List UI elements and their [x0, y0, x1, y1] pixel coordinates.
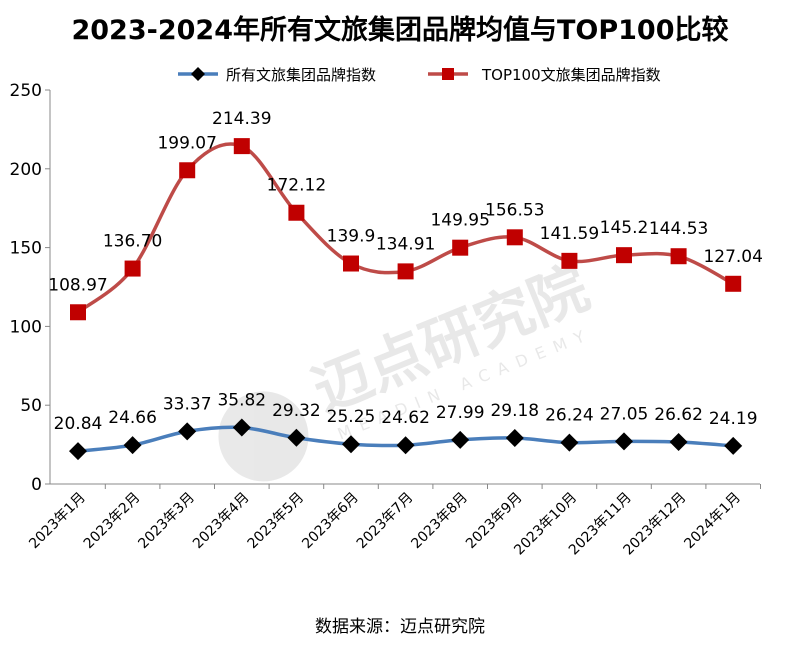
data-label: 24.19: [709, 409, 758, 429]
data-point-square: [397, 263, 414, 280]
data-point-square: [616, 247, 632, 264]
data-point-diamond: [232, 418, 251, 437]
x-tick-label: 2023年6月: [299, 490, 362, 553]
data-label: 199.07: [157, 133, 216, 153]
data-label: 149.95: [430, 211, 489, 231]
data-label: 144.53: [649, 219, 708, 239]
y-tick-label: 100: [10, 317, 42, 337]
data-label: 33.37: [163, 394, 212, 414]
data-label: 214.39: [212, 109, 271, 129]
data-label: 27.99: [436, 403, 485, 423]
data-label: 156.53: [485, 200, 544, 220]
data-point-diamond: [69, 442, 87, 461]
x-tick-label: 2024年1月: [681, 490, 744, 553]
source-note: 数据来源：迈点研究院: [315, 617, 485, 637]
legend-square-icon: [442, 68, 454, 80]
data-label: 127.04: [703, 247, 762, 267]
x-tick-label: 2023年2月: [81, 490, 144, 553]
data-label: 27.05: [600, 404, 649, 424]
data-label: 24.62: [381, 408, 430, 428]
data-label: 29.18: [490, 401, 539, 421]
data-label: 172.12: [267, 176, 326, 196]
data-point-diamond: [287, 428, 306, 447]
y-tick-label: 250: [10, 81, 42, 101]
data-point-diamond: [178, 422, 197, 441]
data-point-square: [124, 260, 141, 277]
data-point-diamond: [615, 432, 633, 451]
chart-title: 2023-2024年所有文旅集团品牌均值与TOP100比较: [71, 15, 729, 46]
data-label: 108.97: [48, 275, 107, 295]
data-point-square: [506, 229, 523, 246]
data-label: 139.9: [327, 227, 376, 247]
x-tick-label: 2023年8月: [408, 490, 471, 553]
x-tick-label: 2023年3月: [135, 490, 198, 553]
data-label: 26.24: [545, 406, 594, 426]
data-label: 29.32: [272, 401, 321, 421]
data-point-square: [70, 304, 86, 321]
data-label: 25.25: [327, 407, 376, 427]
data-label: 35.82: [217, 391, 266, 411]
y-tick-label: 200: [10, 160, 42, 180]
data-label: 20.84: [54, 414, 103, 434]
data-label: 145.2: [600, 218, 649, 238]
watermark-logo-icon: [218, 391, 309, 482]
data-label: 24.66: [108, 408, 157, 428]
legend-label: 所有文旅集团品牌指数: [226, 66, 376, 84]
data-point-square: [233, 138, 250, 155]
y-tick-label: 150: [10, 239, 42, 259]
data-label: 134.91: [376, 234, 435, 254]
data-point-diamond: [342, 435, 360, 454]
y-tick-label: 0: [31, 475, 42, 495]
data-point-diamond: [451, 430, 470, 449]
x-tick-label: 2023年7月: [354, 490, 417, 553]
data-point-square: [452, 239, 469, 256]
data-point-square: [288, 204, 305, 221]
data-point-square: [670, 248, 687, 265]
x-tick-label: 2023年4月: [190, 490, 253, 553]
x-tick-label: 2023年5月: [245, 490, 308, 553]
data-label: 136.70: [103, 232, 162, 252]
data-point-diamond: [560, 433, 579, 452]
x-tick-label: 2023年1月: [26, 490, 89, 553]
data-point-diamond: [669, 433, 688, 452]
data-point-square: [725, 275, 742, 292]
data-point-diamond: [505, 429, 524, 448]
legend-diamond-icon: [191, 67, 205, 81]
data-label: 141.59: [540, 224, 599, 244]
data-point-square: [179, 162, 196, 179]
data-point-square: [561, 252, 578, 269]
legend-label: TOP100文旅集团品牌指数: [481, 66, 661, 84]
data-label: 26.62: [654, 405, 703, 425]
data-point-diamond: [123, 436, 142, 455]
data-point-square: [343, 255, 359, 272]
y-tick-label: 50: [20, 396, 42, 416]
data-point-diamond: [724, 436, 743, 455]
data-point-diamond: [396, 436, 415, 455]
